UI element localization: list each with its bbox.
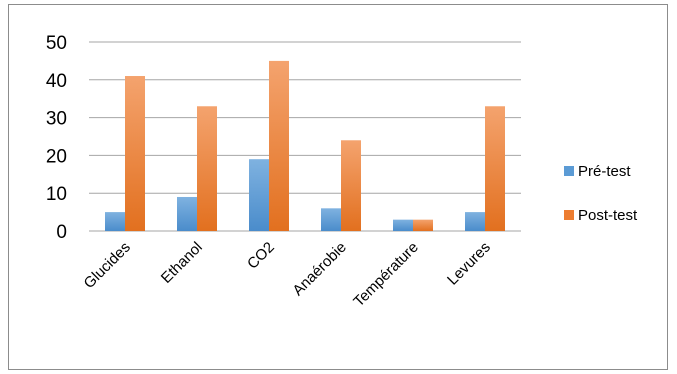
bar-pre-test <box>105 212 125 231</box>
y-tick-label: 50 <box>46 33 67 54</box>
y-tick-label: 10 <box>46 184 67 205</box>
x-axis-ticks: Glucides Ethanol CO2 Anaérobie Température Le… <box>81 239 494 311</box>
y-tick-label: 20 <box>46 146 67 167</box>
legend: Pré-test Post-test <box>564 163 638 224</box>
x-tick-label: Température <box>350 239 422 311</box>
bar-post-test <box>413 219 433 231</box>
bar-post-test <box>269 60 289 232</box>
bar-pre-test <box>393 219 413 231</box>
bar-pre-test <box>177 196 197 231</box>
bar-post-test <box>341 140 361 231</box>
x-tick-label: Glucides <box>81 239 134 292</box>
legend-label: Post-test <box>578 207 638 224</box>
gridlines <box>89 41 521 232</box>
x-tick-label: Ethanol <box>158 239 206 287</box>
x-tick-label: CO2 <box>244 239 278 273</box>
legend-swatch <box>564 210 574 220</box>
y-tick-label: 30 <box>46 109 67 130</box>
x-tick-label: Levures <box>444 239 494 289</box>
bar-pre-test <box>321 208 341 231</box>
bars <box>105 60 505 232</box>
legend-swatch <box>564 166 574 176</box>
legend-label: Pré-test <box>578 163 631 180</box>
bar-post-test <box>197 106 217 231</box>
bar-pre-test <box>465 212 485 231</box>
bar-pre-test <box>249 159 269 231</box>
x-tick-label: Anaérobie <box>289 239 349 299</box>
chart-frame <box>8 4 668 370</box>
y-tick-label: 0 <box>56 222 67 243</box>
bar-post-test <box>125 76 145 232</box>
bar-post-test <box>485 106 505 231</box>
y-axis-ticks: 0 10 20 30 40 50 <box>46 33 67 243</box>
y-tick-label: 40 <box>46 71 67 92</box>
